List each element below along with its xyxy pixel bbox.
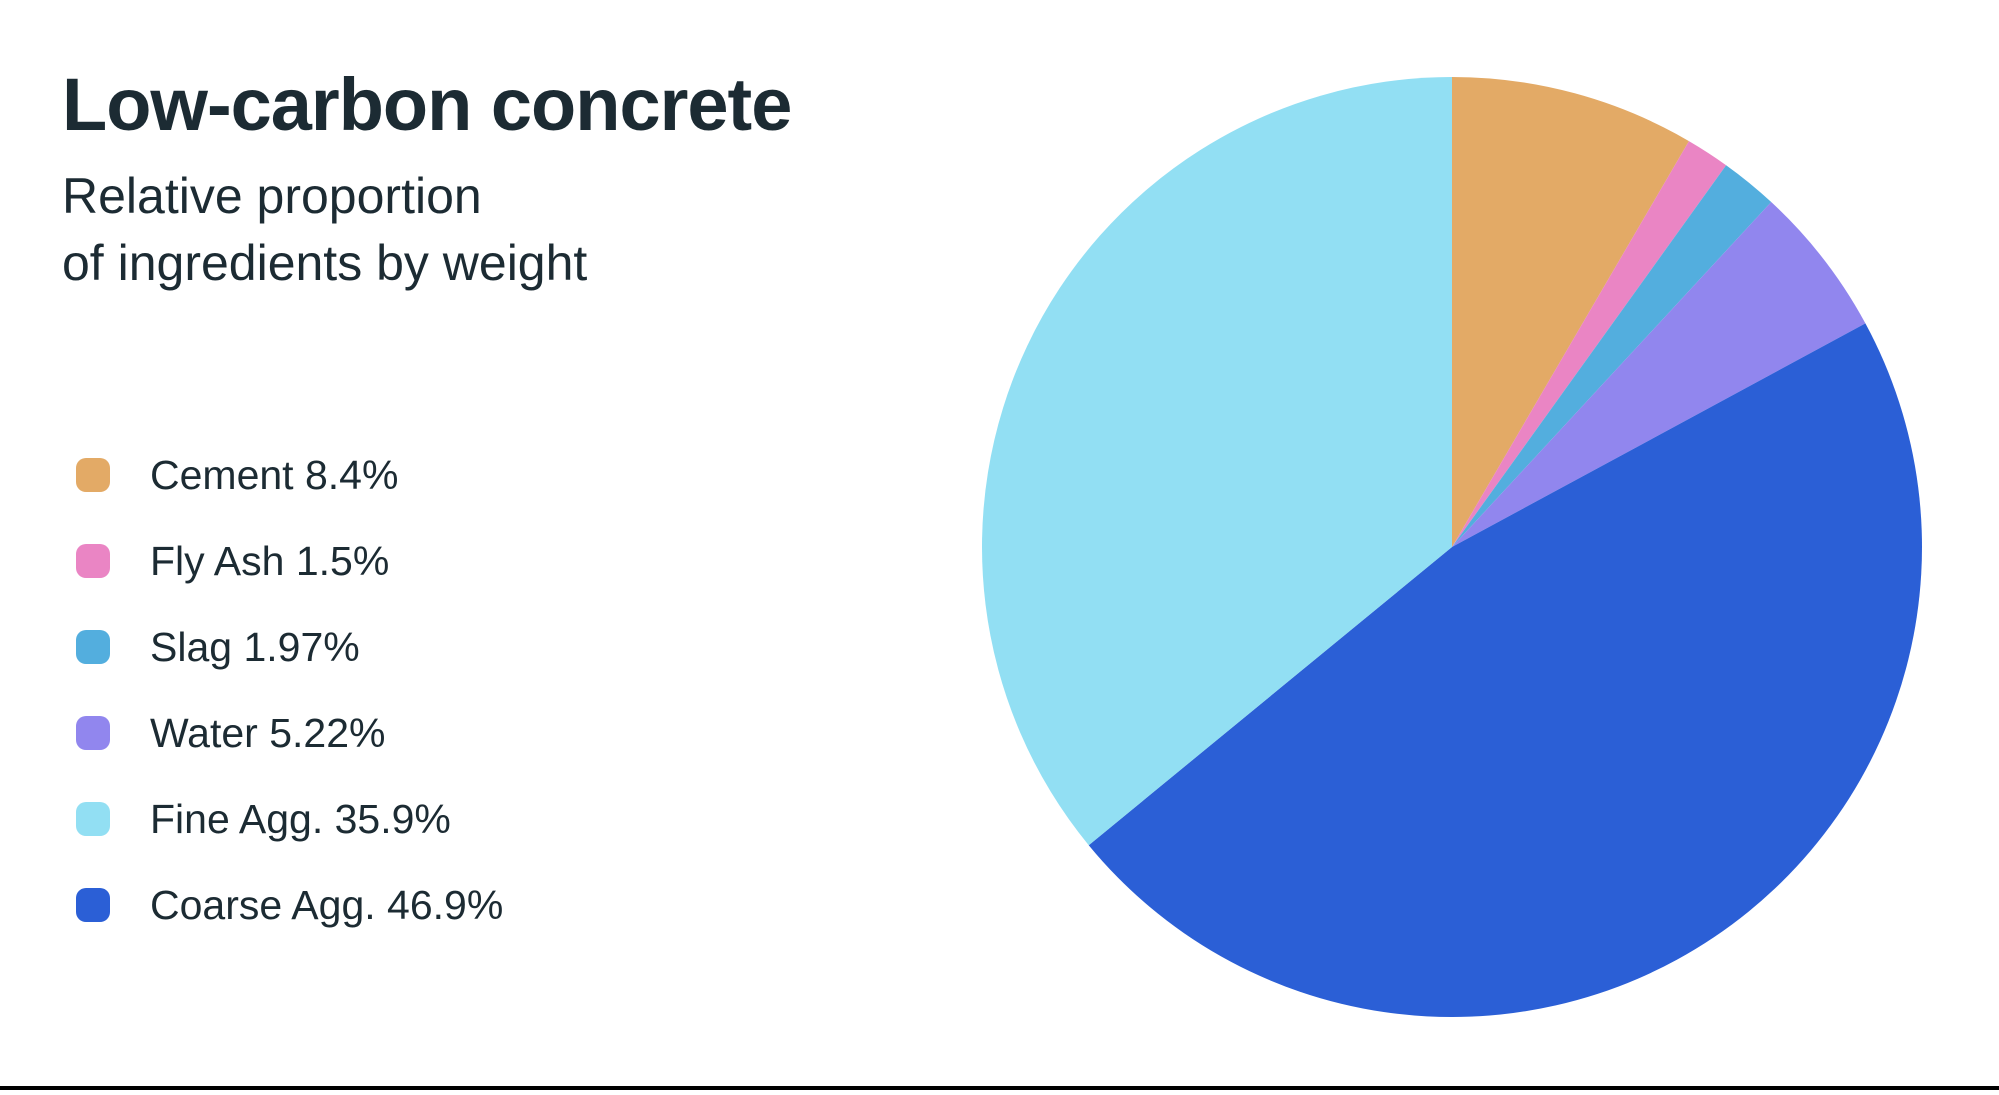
- legend-item-water: Water 5.22%: [76, 710, 503, 756]
- pie-slice-slag: [1452, 165, 1772, 547]
- footer-divider-bar: [0, 1086, 1999, 1090]
- legend-label-fly-ash: Fly Ash 1.5%: [150, 537, 390, 584]
- legend-swatch-fine-agg: [76, 802, 110, 836]
- legend-item-coarse-agg: Coarse Agg. 46.9%: [76, 882, 503, 928]
- legend-item-cement: Cement 8.4%: [76, 452, 503, 498]
- pie-slice-fly-ash: [1452, 141, 1727, 547]
- legend-swatch-water: [76, 716, 110, 750]
- legend-swatch-slag: [76, 630, 110, 664]
- pie-slice-cement: [1452, 77, 1689, 547]
- subtitle-line-2: of ingredients by weight: [62, 235, 588, 291]
- page-subtitle: Relative proportion of ingredients by we…: [62, 163, 587, 297]
- chart-legend: Cement 8.4% Fly Ash 1.5% Slag 1.97% Wate…: [76, 452, 503, 928]
- legend-label-slag: Slag 1.97%: [150, 623, 360, 670]
- legend-label-fine-agg: Fine Agg. 35.9%: [150, 795, 451, 842]
- legend-item-fine-agg: Fine Agg. 35.9%: [76, 796, 503, 842]
- pie-slice-coarse-agg: [1088, 323, 1922, 1017]
- legend-label-coarse-agg: Coarse Agg. 46.9%: [150, 881, 504, 928]
- legend-swatch-cement: [76, 458, 110, 492]
- subtitle-line-1: Relative proportion: [62, 168, 482, 224]
- pie-slice-fine-agg: [982, 77, 1452, 846]
- legend-swatch-coarse-agg: [76, 888, 110, 922]
- pie-slice-water: [1452, 202, 1866, 547]
- legend-item-fly-ash: Fly Ash 1.5%: [76, 538, 503, 584]
- pie-chart: [982, 77, 1922, 1017]
- page-title: Low-carbon concrete: [62, 63, 792, 146]
- legend-swatch-fly-ash: [76, 544, 110, 578]
- pie-chart-container: [982, 77, 1922, 1017]
- legend-item-slag: Slag 1.97%: [76, 624, 503, 670]
- legend-label-water: Water 5.22%: [150, 709, 386, 756]
- legend-label-cement: Cement 8.4%: [150, 451, 399, 498]
